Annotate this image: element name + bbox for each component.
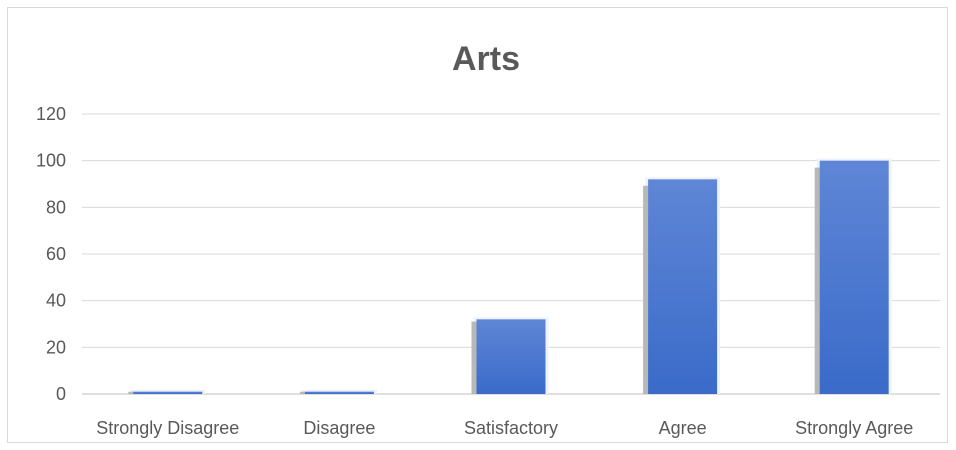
y-tick-label: 40 — [46, 291, 66, 311]
bar-shadow — [471, 321, 478, 394]
x-tick-label: Agree — [659, 418, 707, 438]
bar — [819, 160, 889, 394]
y-tick-label: 80 — [46, 197, 66, 217]
bar-shadow — [128, 391, 135, 394]
x-tick-label: Satisfactory — [464, 418, 558, 438]
bar-shadow — [643, 185, 650, 394]
bar — [476, 319, 546, 394]
bar-shadow — [814, 167, 821, 394]
bar — [648, 179, 718, 394]
x-tick-label: Disagree — [303, 418, 375, 438]
y-tick-label: 20 — [46, 337, 66, 357]
x-tick-label: Strongly Agree — [795, 418, 913, 438]
bar — [133, 391, 203, 394]
bar-shadow — [299, 391, 306, 394]
y-tick-label: 60 — [46, 244, 66, 264]
x-tick-label: Strongly Disagree — [96, 418, 239, 438]
chart-title: Arts — [452, 40, 520, 78]
bar — [304, 391, 374, 394]
y-tick-label: 120 — [36, 104, 66, 124]
y-tick-label: 0 — [56, 384, 66, 404]
y-tick-label: 100 — [36, 151, 66, 171]
